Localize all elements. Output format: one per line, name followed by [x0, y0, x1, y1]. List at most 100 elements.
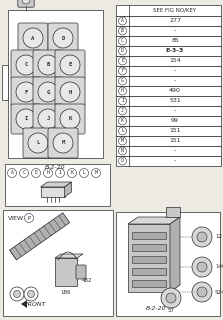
Circle shape	[24, 287, 38, 301]
Bar	[116, 5, 221, 16]
Text: A: A	[121, 19, 124, 23]
Text: O: O	[121, 158, 124, 164]
Bar	[116, 76, 221, 86]
Text: L: L	[83, 171, 85, 175]
Text: 531: 531	[169, 99, 181, 103]
Circle shape	[60, 55, 80, 75]
Text: B-2-20: B-2-20	[146, 306, 166, 311]
Circle shape	[118, 67, 126, 75]
Text: I: I	[59, 171, 62, 175]
Circle shape	[118, 147, 126, 155]
Bar	[41, 187, 64, 197]
Circle shape	[192, 282, 212, 302]
Circle shape	[31, 169, 41, 178]
Circle shape	[118, 127, 126, 135]
Circle shape	[118, 27, 126, 35]
Text: 140: 140	[215, 265, 223, 269]
Text: M: M	[95, 171, 97, 175]
Bar	[132, 280, 166, 287]
Polygon shape	[170, 217, 180, 292]
Circle shape	[118, 97, 126, 105]
Text: A: A	[10, 171, 13, 175]
Bar	[166, 207, 180, 217]
Bar	[116, 156, 221, 166]
Text: G: G	[46, 90, 50, 94]
Circle shape	[16, 109, 36, 129]
Text: C: C	[23, 171, 25, 175]
Circle shape	[118, 57, 126, 65]
Text: -: -	[174, 28, 176, 34]
Circle shape	[118, 157, 126, 165]
Bar	[132, 232, 166, 239]
Circle shape	[80, 169, 89, 178]
Text: F: F	[121, 68, 124, 74]
Text: H: H	[68, 90, 72, 94]
Bar	[116, 26, 221, 36]
FancyBboxPatch shape	[11, 77, 41, 107]
Circle shape	[28, 133, 48, 153]
Bar	[132, 256, 166, 263]
Text: D: D	[61, 36, 65, 41]
FancyBboxPatch shape	[48, 128, 78, 158]
Circle shape	[91, 169, 101, 178]
Circle shape	[118, 137, 126, 145]
Circle shape	[8, 169, 17, 178]
Text: E: E	[35, 171, 37, 175]
Circle shape	[43, 169, 52, 178]
Circle shape	[197, 287, 207, 297]
Text: H: H	[121, 89, 124, 93]
Polygon shape	[55, 254, 83, 258]
Bar	[116, 56, 221, 66]
Bar	[116, 16, 221, 26]
Text: M: M	[61, 140, 65, 146]
Text: K: K	[70, 171, 73, 175]
Text: 482: 482	[82, 278, 93, 284]
Text: 99: 99	[171, 118, 179, 124]
Bar	[116, 116, 221, 126]
Bar	[116, 126, 221, 136]
FancyBboxPatch shape	[23, 128, 53, 158]
Text: 524: 524	[215, 290, 223, 294]
Bar	[55, 258, 77, 286]
Text: J: J	[121, 108, 124, 114]
Text: B-2-20: B-2-20	[45, 165, 66, 170]
Bar	[5, 164, 110, 206]
Text: K: K	[121, 118, 124, 124]
Polygon shape	[64, 182, 72, 197]
Text: A: A	[31, 36, 35, 41]
Text: -: -	[174, 148, 176, 154]
Circle shape	[14, 291, 21, 298]
Text: 85: 85	[171, 38, 179, 44]
Bar	[116, 36, 221, 46]
Circle shape	[38, 109, 58, 129]
Bar	[132, 244, 166, 251]
Polygon shape	[10, 213, 70, 260]
Text: E-3-3: E-3-3	[166, 49, 184, 53]
Text: B: B	[46, 62, 50, 68]
Circle shape	[161, 288, 181, 308]
FancyBboxPatch shape	[48, 23, 78, 53]
Circle shape	[16, 82, 36, 102]
Text: 151: 151	[169, 139, 181, 143]
Text: I: I	[24, 116, 28, 122]
Text: 154: 154	[169, 59, 181, 63]
Text: -: -	[174, 68, 176, 74]
Bar	[116, 96, 221, 106]
FancyBboxPatch shape	[55, 50, 85, 80]
Circle shape	[166, 293, 176, 303]
Bar	[116, 106, 221, 116]
Bar	[116, 212, 220, 316]
Polygon shape	[41, 182, 72, 187]
FancyBboxPatch shape	[33, 104, 63, 134]
Text: E: E	[68, 62, 72, 68]
Bar	[8, 10, 103, 158]
Text: 57: 57	[167, 308, 175, 313]
Text: L: L	[121, 129, 124, 133]
Circle shape	[23, 28, 43, 48]
Circle shape	[16, 55, 36, 75]
Bar	[116, 46, 221, 56]
Circle shape	[118, 117, 126, 125]
Text: 490: 490	[169, 89, 181, 93]
FancyBboxPatch shape	[11, 104, 41, 134]
Text: P: P	[27, 215, 31, 220]
